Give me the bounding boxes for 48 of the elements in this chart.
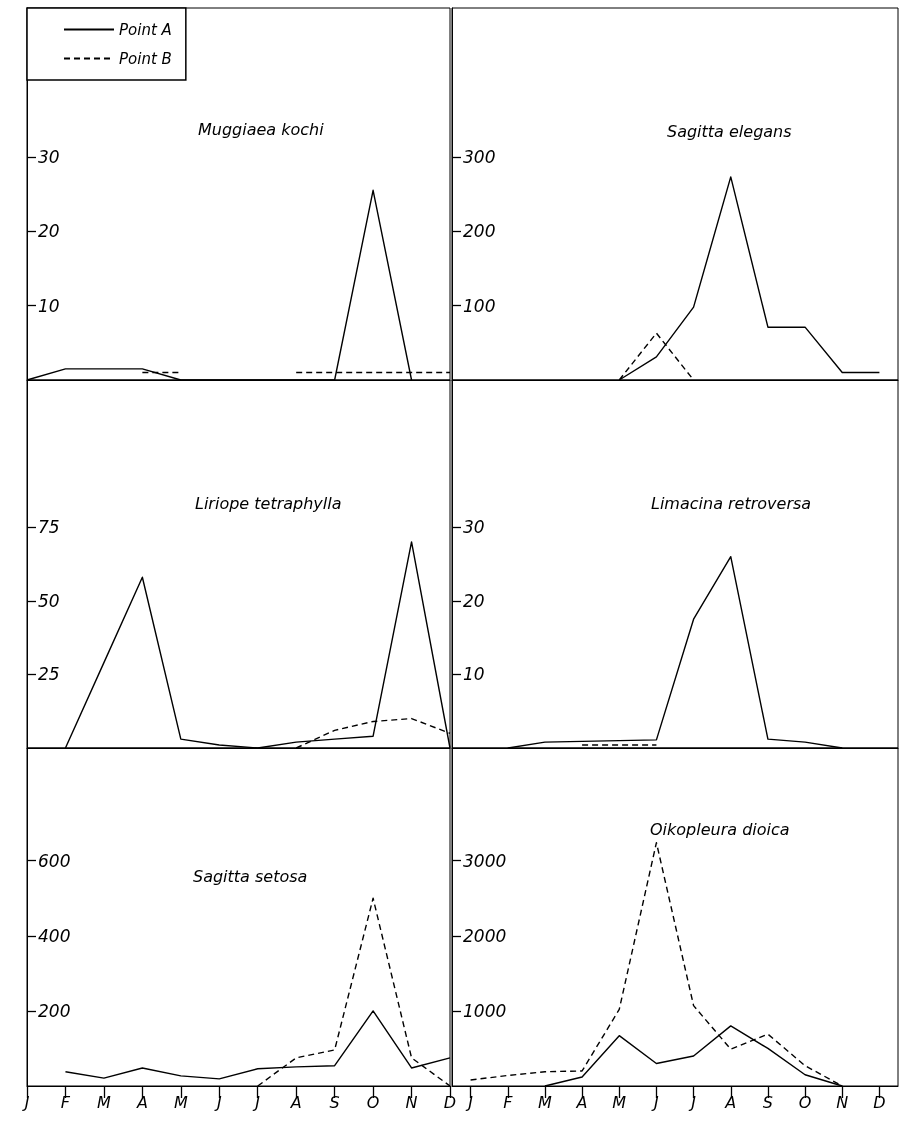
x-tick-label: F (503, 1092, 514, 1112)
x-tick-label: M (173, 1092, 188, 1112)
legend-label: Point A (119, 20, 172, 39)
x-tick-label: O (798, 1092, 812, 1112)
y-tick-label: 2000 (463, 925, 507, 946)
y-tick-label: 30 (38, 146, 60, 167)
legend-label: Point B (119, 49, 172, 68)
x-tick-label: A (575, 1092, 588, 1112)
x-tick-label: D (873, 1092, 886, 1112)
x-tick-label: J (213, 1092, 222, 1112)
x-tick-label: A (289, 1092, 302, 1112)
x-tick-label: M (538, 1092, 553, 1112)
x-tick-label: F (60, 1092, 71, 1112)
x-tick-label: D (443, 1092, 457, 1112)
x-tick-label: N (405, 1092, 418, 1112)
x-tick-label: J (465, 1092, 474, 1112)
x-tick-label: N (836, 1092, 849, 1112)
y-tick-label: 20 (38, 221, 60, 242)
y-tick-label: 600 (38, 850, 71, 871)
x-tick-label: O (366, 1092, 380, 1112)
y-tick-label: 3000 (463, 850, 507, 871)
x-tick-label: J (651, 1092, 660, 1112)
text: Oikopleura dioica (650, 819, 790, 839)
y-tick-label: 25 (38, 664, 60, 685)
y-tick-label: 300 (463, 146, 496, 167)
y-tick-label: 30 (463, 517, 485, 538)
y-tick-label: 20 (463, 590, 485, 611)
y-tick-label: 75 (38, 517, 60, 538)
x-tick-label: M (612, 1092, 627, 1112)
text: Limacina retroversa (651, 493, 812, 513)
y-tick-label: 100 (463, 295, 496, 316)
x-tick-label: M (97, 1092, 111, 1112)
y-tick-label: 50 (38, 590, 60, 611)
x-tick-label: J (688, 1092, 697, 1112)
text: Liriope tetraphylla (195, 493, 342, 513)
x-tick-label: A (724, 1092, 737, 1112)
text: Sagitta elegans (667, 121, 792, 141)
y-tick-label: 10 (38, 295, 60, 316)
y-tick-label: 1000 (463, 1000, 507, 1021)
y-tick-label: 200 (38, 1000, 71, 1021)
text: Muggiaea kochi (198, 119, 325, 139)
x-tick-label: J (252, 1092, 261, 1112)
text: Sagitta setosa (193, 866, 308, 886)
y-tick-label: 200 (463, 221, 496, 242)
x-tick-label: A (135, 1092, 148, 1112)
y-tick-label: 400 (38, 925, 71, 946)
x-tick-label: S (762, 1092, 773, 1112)
y-tick-label: 10 (463, 664, 485, 685)
